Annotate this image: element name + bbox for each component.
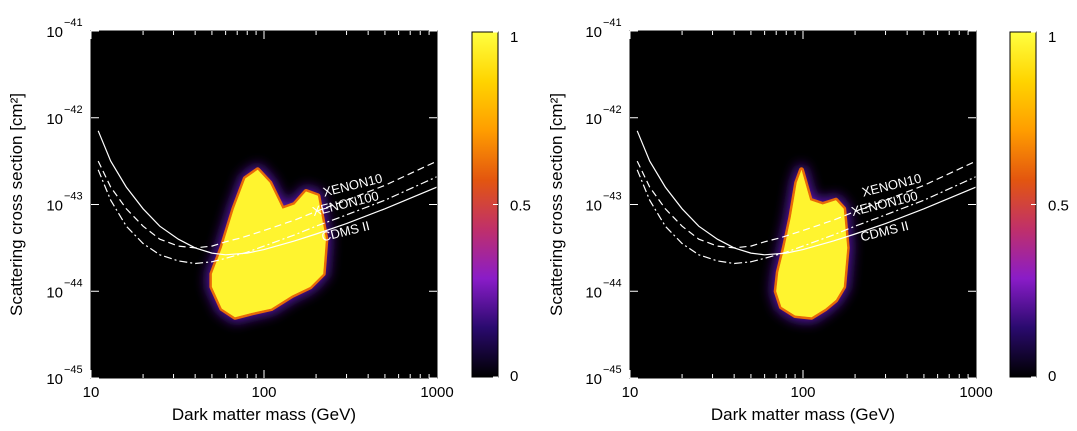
x-tick-label: 100 [251, 384, 276, 401]
y-tick-label-base: 10 [46, 24, 63, 41]
colorbar-tick-label: 1 [1048, 29, 1056, 46]
y-tick-label-exponent: −45 [64, 364, 83, 376]
y-tick-label-exponent: −41 [64, 17, 83, 29]
exclusion-limits [97, 130, 437, 265]
y-tick-label-exponent: −42 [603, 104, 622, 116]
limit-curve-xenon100 [636, 169, 976, 265]
limit-curve-xenon10 [97, 160, 437, 249]
y-tick-label-exponent: −42 [64, 104, 83, 116]
posterior-region [206, 164, 331, 323]
colorbar-tick-label: 0 [510, 368, 518, 385]
y-tick-label-base: 10 [46, 371, 63, 388]
y-tick-label-base: 10 [585, 284, 602, 301]
x-tick-label: 10 [622, 384, 639, 401]
x-tick-marks [629, 31, 969, 378]
colorbar-tick-label: 0.5 [1048, 198, 1069, 215]
exclusion-limits [636, 130, 976, 265]
limit-curve-xenon100 [97, 169, 437, 265]
y-tick-label-base: 10 [585, 24, 602, 41]
posterior-region [771, 164, 853, 323]
y-tick-label-base: 10 [585, 198, 602, 215]
x-tick-label: 100 [790, 384, 815, 401]
limit-curve-cdms-ii [636, 130, 976, 256]
y-tick-label-base: 10 [46, 198, 63, 215]
y-tick-label-base: 10 [585, 371, 602, 388]
y-tick-label-base: 10 [46, 111, 63, 128]
y-tick-label-exponent: −41 [603, 17, 622, 29]
y-tick-marks [91, 30, 437, 379]
y-tick-marks [630, 30, 976, 379]
x-tick-label: 1000 [959, 384, 992, 401]
y-tick-label-exponent: −45 [603, 364, 622, 376]
region-peak [211, 169, 326, 318]
y-tick-label-exponent: −44 [603, 277, 622, 289]
y-axis-label: Scattering cross section [cm²] [547, 93, 566, 316]
x-axis-label: Dark matter mass (GeV) [172, 405, 356, 424]
y-tick-label-base: 10 [585, 111, 602, 128]
x-tick-marks [90, 31, 430, 378]
region-peak [776, 169, 848, 318]
limit-curve-cdms-ii [97, 130, 437, 256]
limit-curve-xenon10 [636, 160, 976, 249]
y-tick-label-exponent: −44 [64, 277, 83, 289]
colorbar-tick-label: 0 [1048, 368, 1056, 385]
y-tick-label-base: 10 [46, 284, 63, 301]
y-tick-label-exponent: −43 [603, 191, 622, 203]
colorbar-tick-label: 0.5 [510, 198, 531, 215]
x-tick-label: 10 [83, 384, 100, 401]
x-axis-label: Dark matter mass (GeV) [711, 405, 895, 424]
colorbar-tick-label: 1 [510, 29, 518, 46]
x-tick-label: 1000 [420, 384, 453, 401]
y-tick-label-exponent: −43 [64, 191, 83, 203]
y-axis-label: Scattering cross section [cm²] [7, 93, 26, 316]
